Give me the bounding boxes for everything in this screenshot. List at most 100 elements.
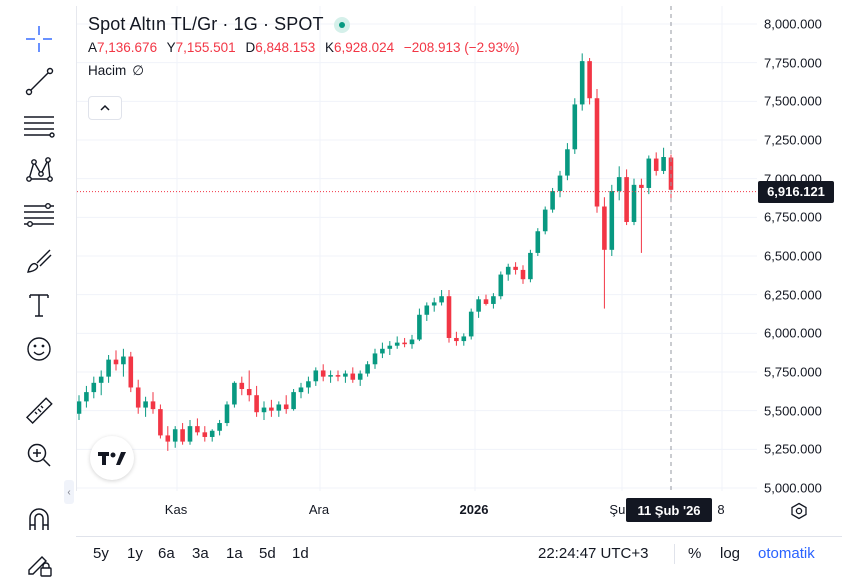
candle-body [646,158,652,188]
candle-body [187,426,193,442]
crosshair-date-label: 11 Şub '26 [626,498,712,522]
candle-body [224,404,230,424]
price-tick-label: 7,250.000 [764,132,822,148]
brush-icon[interactable] [20,242,58,280]
candle-body [121,356,126,365]
candle-body [454,337,459,342]
chart-settings-button[interactable] [788,500,810,522]
lock-drawing-icon[interactable] [20,544,58,580]
candle-body [631,184,637,222]
ruler-icon[interactable] [20,392,58,430]
candle-body [328,375,333,377]
candle-body [269,407,274,411]
candlestick-chart[interactable] [77,6,757,491]
gear-icon [791,502,807,520]
time-tick-label: 8 [717,502,725,517]
candle-body [476,299,481,312]
percent-scale-button[interactable]: % [688,545,702,562]
candle-body [387,345,393,349]
candle-body [180,429,185,442]
candle-body [195,426,200,433]
log-scale-button[interactable]: log [720,545,741,562]
time-tick-label: Ara [308,502,330,517]
candle-body [505,266,511,275]
horizontal-lines-icon[interactable] [20,106,58,144]
candle-body [350,373,356,380]
candle-body [513,266,518,270]
tradingview-logo[interactable] [90,436,134,480]
candle-body [113,359,119,365]
collapse-legend-button[interactable] [88,96,122,120]
candle-body [291,392,296,410]
price-tick-label: 6,500.000 [764,248,822,264]
candle-body [320,370,326,377]
time-axis[interactable]: Kas Ara 2026 Şub 8 [76,494,756,524]
candle-body [128,356,134,388]
candle-body [542,209,548,232]
time-tick-label: Kas [164,502,188,517]
fib-icon[interactable] [20,196,58,234]
candle-body [165,435,171,442]
candle-body [380,348,385,354]
magnet-icon[interactable] [20,500,58,538]
candle-body [446,296,452,338]
range-1a-button[interactable]: 1a [226,545,243,562]
range-3a-button[interactable]: 3a [192,545,209,562]
range-6a-button[interactable]: 6a [158,545,175,562]
candle-body [172,429,178,442]
candle-body [439,296,444,303]
candle-body [91,382,97,393]
price-axis[interactable]: 8,000.000 7,750.000 7,500.000 7,250.000 7,00… [756,6,842,496]
zoom-in-icon[interactable] [20,436,58,474]
candle-body [468,311,474,337]
candle-body [135,387,141,408]
candle-body [261,407,267,413]
trend-line-icon[interactable] [20,62,58,100]
close-label: K [325,40,335,55]
candle-body [150,401,156,410]
emoji-icon[interactable] [20,330,58,368]
candle-body [254,395,259,413]
bottom-bar: 5y 1y 6a 3a 1a 5d 1d 22:24:47 UTC+3 % lo… [76,536,842,570]
range-5y-button[interactable]: 5y [93,545,109,562]
volume-legend[interactable]: Hacim ∅ [88,63,525,79]
range-1y-button[interactable]: 1y [127,545,143,562]
ohlc-values: A7,136.676 Y7,155.501 D6,848.153 K6,928.… [88,40,525,55]
candle-body [565,149,570,176]
price-tick-label: 7,500.000 [764,93,822,109]
collapse-toolbar-button[interactable]: ‹ [64,480,74,504]
candle-body [535,231,541,253]
range-1d-button[interactable]: 1d [292,545,309,562]
candle-body [498,274,504,297]
range-5d-button[interactable]: 5d [259,545,276,562]
candle-body [424,305,430,315]
clock[interactable]: 22:24:47 UTC+3 [538,545,649,562]
candle-body [461,336,467,342]
candle-body [520,269,526,280]
text-tool-icon[interactable] [20,286,58,324]
price-tick-label: 6,750.000 [764,209,822,225]
chart-pane[interactable] [76,6,757,491]
candle-body [343,373,348,377]
price-tick-label: 5,750.000 [764,364,822,380]
candle-body [246,389,252,396]
volume-label: Hacim [88,63,127,78]
price-tick-label: 8,000.000 [764,16,822,32]
candle-body [232,382,237,405]
candle-body [202,432,208,437]
crosshair-icon[interactable] [20,20,58,58]
market-status-icon[interactable] [333,16,350,33]
candle-body [306,381,311,388]
candle-body [602,206,607,250]
candle-body [653,158,659,171]
candle-body [483,299,489,304]
candle-body [624,177,629,222]
auto-scale-button[interactable]: otomatik [758,545,815,562]
candle-body [661,157,666,171]
price-tick-label: 5,000.000 [764,480,822,496]
symbol-title[interactable]: Spot Altın TL/Gr · 1G · SPOT [88,14,324,34]
candle-body [431,302,437,306]
pattern-icon[interactable] [20,150,58,188]
open-label: A [88,40,98,55]
candle-body [372,353,378,365]
